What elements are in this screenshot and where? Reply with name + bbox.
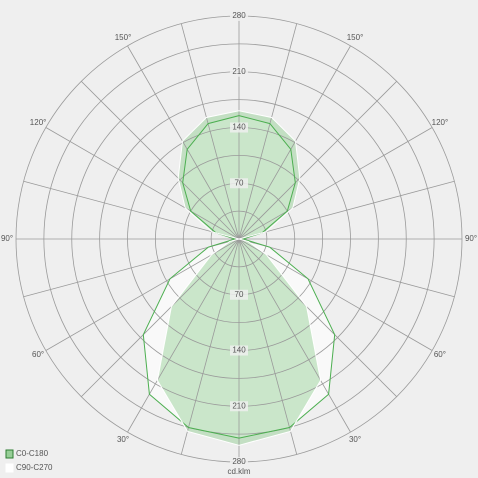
r-tick-label: 140 xyxy=(232,346,246,355)
angle-label: 30° xyxy=(117,435,129,444)
tick-label-bg xyxy=(230,66,248,77)
grid-spoke xyxy=(23,238,240,298)
lobe-outline xyxy=(156,110,241,446)
r-tick-label: 70 xyxy=(235,178,244,187)
lobe-fill xyxy=(239,110,321,446)
grid-spoke xyxy=(238,180,455,240)
lobe-outline xyxy=(142,115,240,439)
lobe-fill xyxy=(157,110,239,446)
tick-label-bg xyxy=(230,11,248,21)
angle-label: 150° xyxy=(115,33,132,42)
tick-label-bg xyxy=(230,401,248,412)
r-tick-label: 210 xyxy=(232,401,246,410)
angle-label: 150° xyxy=(347,33,364,42)
tick-label-bg xyxy=(230,289,248,300)
legend-swatch xyxy=(5,463,14,473)
grid-spoke xyxy=(81,81,240,240)
radial-unit: cd.klm xyxy=(227,467,250,476)
angle-label: 30° xyxy=(349,435,361,444)
r-tick-label: 210 xyxy=(232,67,246,76)
lobe-fill xyxy=(239,115,335,439)
grid-spoke xyxy=(127,238,240,433)
tick-label-bg xyxy=(230,178,248,189)
grid-spoke xyxy=(180,23,240,240)
lobe-fill xyxy=(143,115,239,439)
grid-spoke xyxy=(238,238,397,397)
grid-spoke xyxy=(238,238,298,455)
grid-spoke xyxy=(45,127,240,240)
grid-spoke xyxy=(127,45,240,240)
grid-spoke xyxy=(81,238,240,397)
angle-label: 60° xyxy=(434,350,446,359)
legend-label: C0-C180 xyxy=(16,449,49,458)
r-tick-label: 140 xyxy=(232,123,246,132)
grid-spoke xyxy=(238,238,351,433)
angle-label: 90° xyxy=(1,234,13,243)
tick-label-bg xyxy=(230,345,248,356)
angle-label: 90° xyxy=(465,234,477,243)
tick-label-bg xyxy=(230,122,248,133)
angle-label: 60° xyxy=(32,350,44,359)
legend-label: C90-C270 xyxy=(16,463,53,472)
grid-spoke xyxy=(238,81,397,240)
angle-label: 120° xyxy=(30,118,47,127)
grid-spoke xyxy=(180,238,240,455)
grid-spoke xyxy=(238,45,351,240)
grid-spoke xyxy=(45,238,240,351)
grid-spoke xyxy=(238,127,433,240)
angle-label: 120° xyxy=(432,118,449,127)
lobe-outline xyxy=(238,115,336,439)
r-tick-label: 280 xyxy=(232,11,246,20)
grid-spoke xyxy=(238,238,433,351)
legend-swatch xyxy=(5,449,14,459)
grid-spoke xyxy=(238,23,298,240)
tick-label-bg xyxy=(230,457,248,467)
r-tick-label: 70 xyxy=(235,290,244,299)
grid-spoke xyxy=(23,180,240,240)
r-tick-label: 280 xyxy=(232,457,246,466)
grid-spoke xyxy=(238,238,455,298)
